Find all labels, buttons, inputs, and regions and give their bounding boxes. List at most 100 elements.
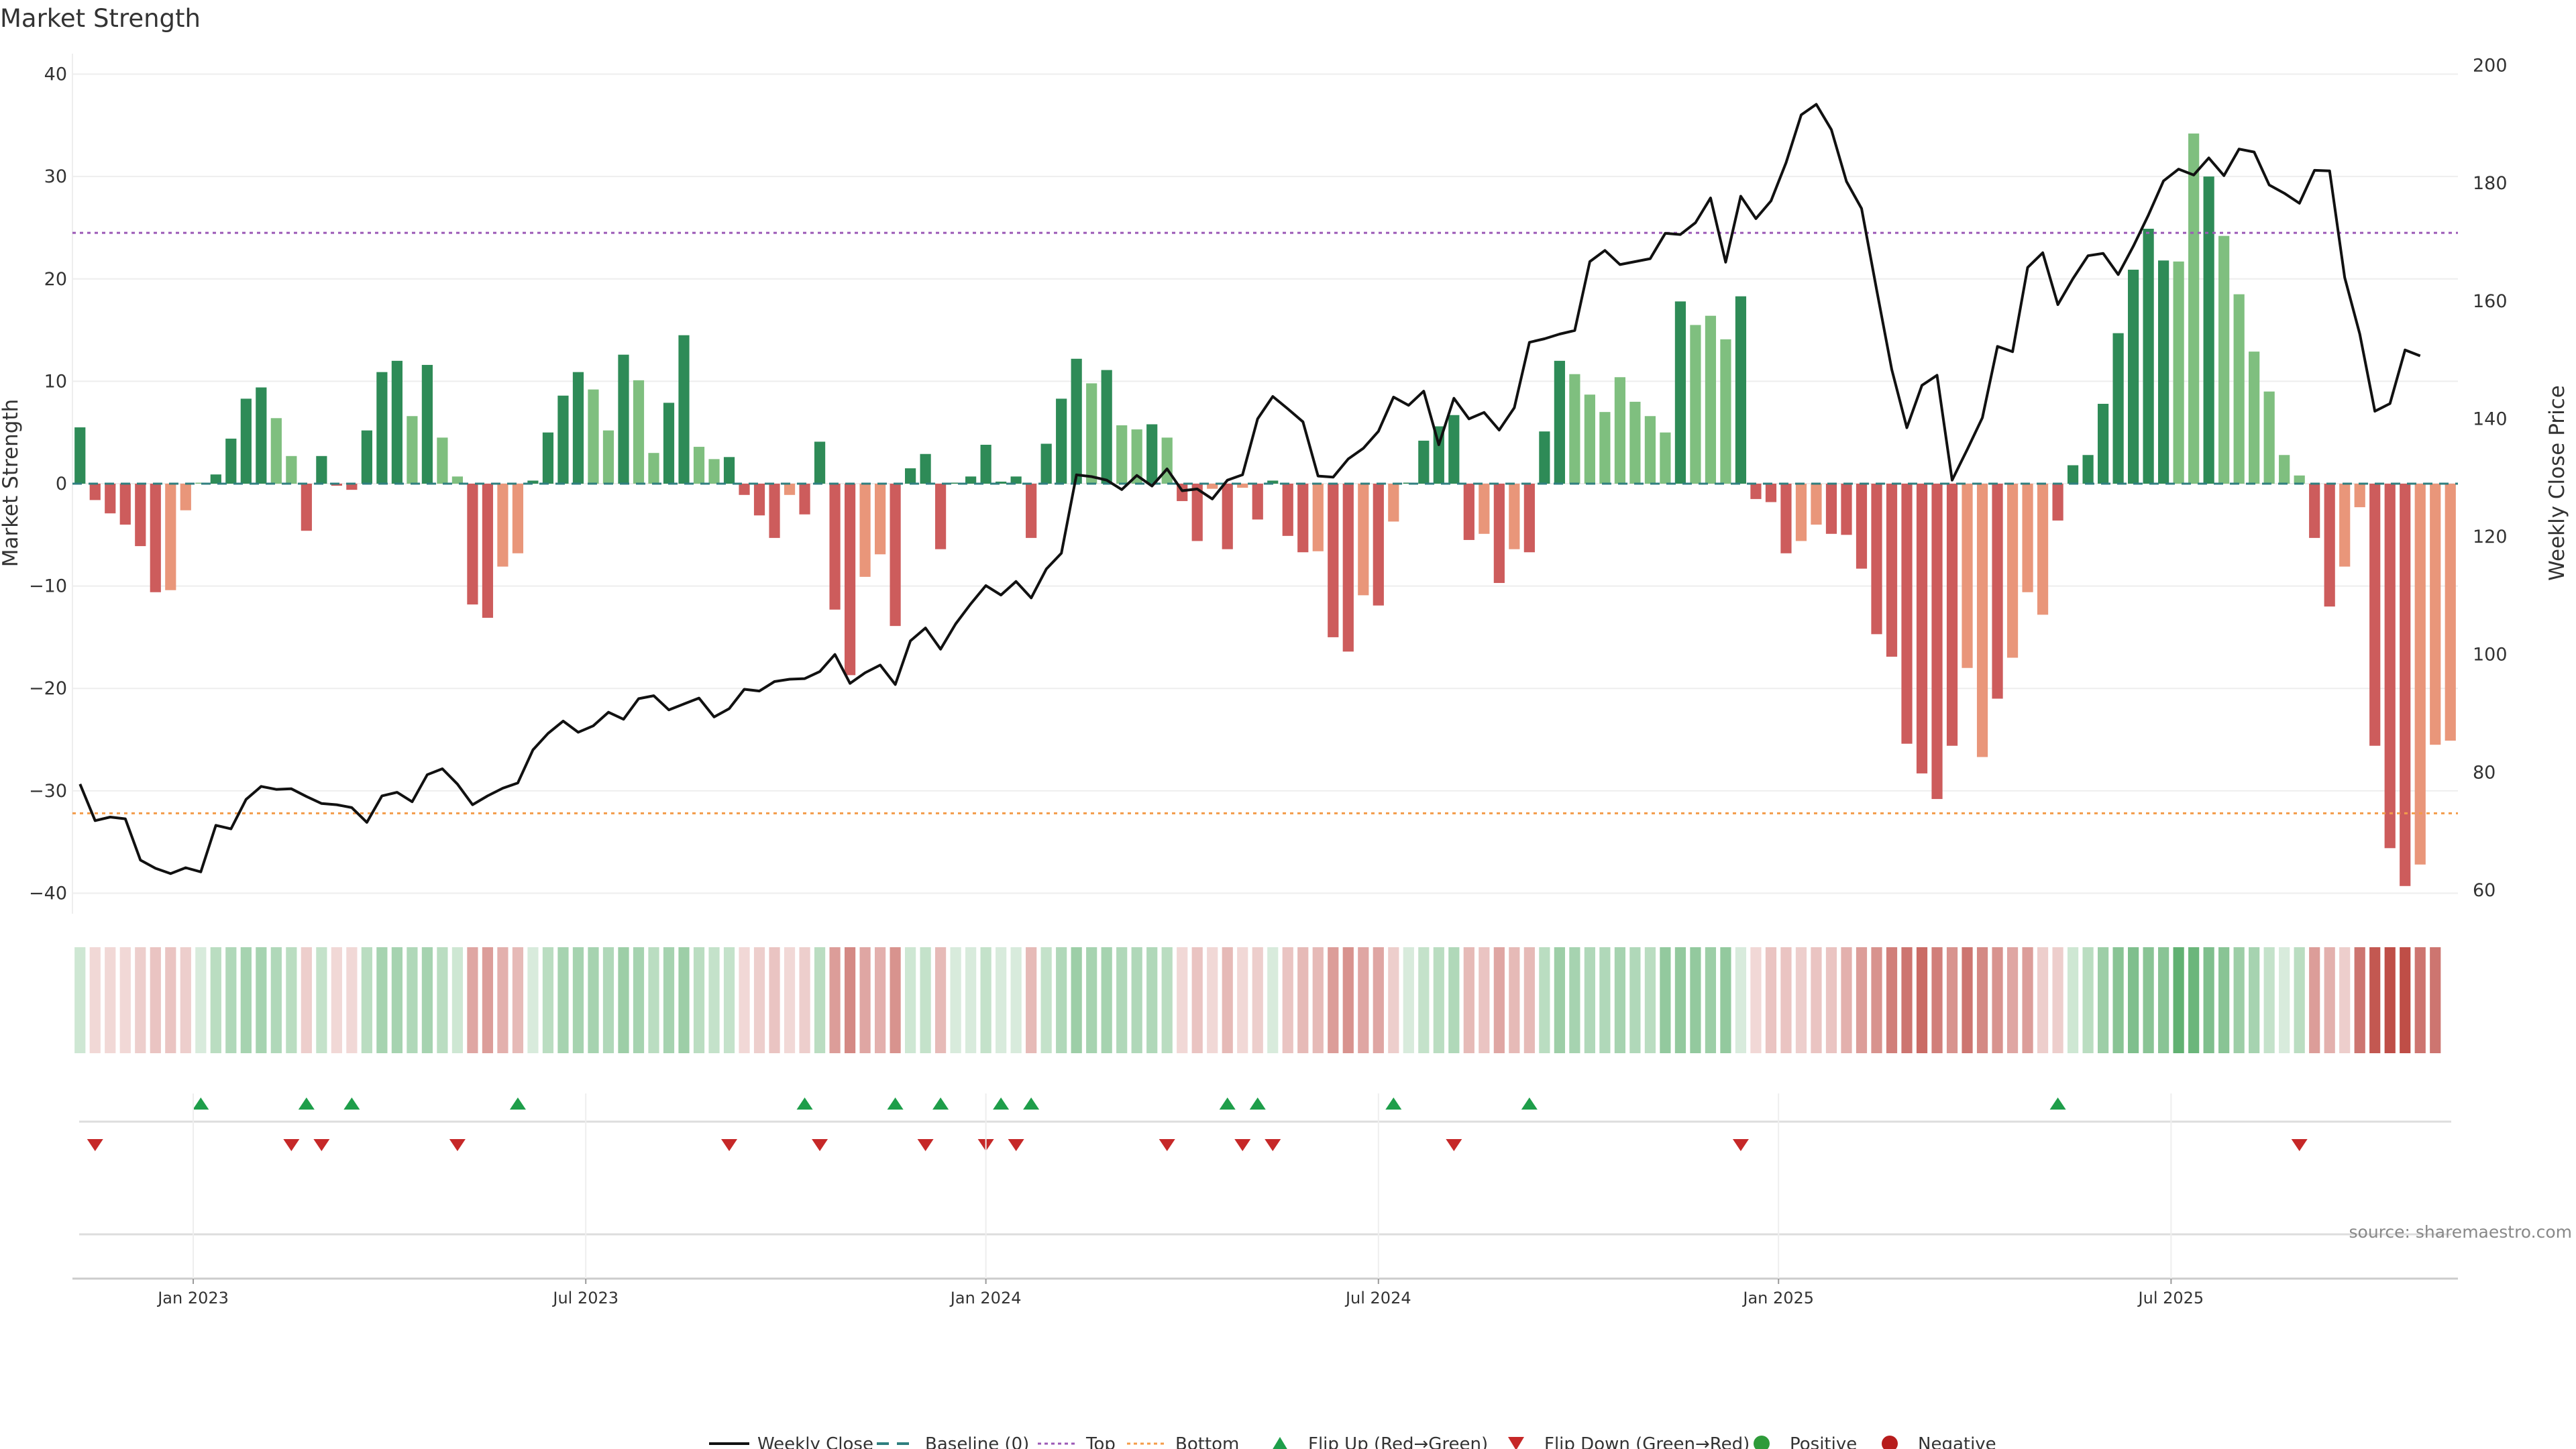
strength-bar <box>195 482 207 484</box>
strength-bar <box>904 468 916 484</box>
strength-bar <box>2052 484 2063 521</box>
strength-bar <box>1282 484 1293 536</box>
x-tick-label: Jul 2025 <box>2137 1289 2204 1307</box>
strength-bar <box>1539 431 1550 484</box>
strength-bar <box>678 335 690 484</box>
strength-bar <box>1946 484 1958 746</box>
y2-tick-label: 200 <box>2473 56 2508 76</box>
heat-cell <box>135 947 146 1053</box>
heat-cell <box>1811 947 1822 1053</box>
flip-up-marker <box>1219 1097 1236 1110</box>
heat-cell <box>1493 947 1505 1053</box>
heat-cell <box>1101 947 1112 1053</box>
strength-bar <box>2173 261 2184 484</box>
heat-cell <box>346 947 358 1053</box>
y-tick-label: −10 <box>29 576 67 597</box>
strength-bar <box>1931 484 1943 800</box>
strength-bar <box>2143 228 2154 484</box>
heat-cell <box>965 947 977 1053</box>
heat-cell <box>270 947 282 1053</box>
heat-cell <box>376 947 388 1053</box>
heat-cell <box>286 947 297 1053</box>
strength-bar <box>316 455 327 484</box>
strength-bar <box>572 372 584 484</box>
heat-cell <box>301 947 312 1053</box>
heat-cell <box>497 947 508 1053</box>
heat-cell <box>723 947 735 1053</box>
y2-tick-label: 140 <box>2473 409 2508 429</box>
strength-bar <box>753 484 765 516</box>
heat-cell <box>210 947 221 1053</box>
strength-bar <box>165 484 176 590</box>
strength-bar <box>451 476 464 484</box>
strength-bar <box>1358 484 1369 596</box>
strength-bar <box>874 484 886 555</box>
heat-cell <box>618 947 629 1053</box>
page-title: Market Strength <box>0 4 201 33</box>
heat-cell <box>1539 947 1550 1053</box>
flip-down-marker <box>313 1139 330 1151</box>
legend-label: Bottom <box>1175 1434 1239 1449</box>
strength-bar <box>1614 377 1626 484</box>
heat-cell <box>542 947 554 1053</box>
strength-bar <box>2294 475 2305 484</box>
strength-bar <box>1901 484 1913 744</box>
y-axis-label: Market Strength <box>0 399 23 568</box>
strength-bar <box>1312 484 1324 551</box>
strength-bar <box>2067 465 2079 484</box>
heat-cell <box>2158 947 2169 1053</box>
strength-bar <box>1871 484 1882 635</box>
heat-cell <box>1222 947 1233 1053</box>
strength-bar <box>965 476 977 484</box>
heat-cell <box>89 947 101 1053</box>
heat-cell <box>331 947 342 1053</box>
y2-tick-label: 120 <box>2473 527 2508 547</box>
flip-down-marker <box>87 1139 103 1151</box>
heat-cell <box>935 947 947 1053</box>
strength-bar <box>2158 260 2169 484</box>
strength-bar <box>2354 484 2365 508</box>
heat-cell <box>1026 947 1037 1053</box>
heat-cell <box>1962 947 1973 1053</box>
strength-bar <box>1674 301 1686 484</box>
legend-swatch-positive <box>1754 1436 1770 1449</box>
strength-bar <box>150 484 161 592</box>
strength-bar <box>1448 415 1460 484</box>
strength-bar <box>542 432 554 484</box>
x-tick-label: Jan 2025 <box>1741 1289 1814 1307</box>
heat-cell <box>1584 947 1595 1053</box>
heat-cell <box>165 947 176 1053</box>
strength-bar <box>1916 484 1928 773</box>
strength-bar <box>1131 429 1142 484</box>
heat-cell <box>437 947 448 1053</box>
flip-down-marker <box>812 1139 828 1151</box>
legend-label: Top <box>1085 1434 1116 1449</box>
strength-bar <box>421 364 433 484</box>
heat-cell <box>1569 947 1580 1053</box>
heat-cell <box>1161 947 1173 1053</box>
strength-bar <box>1523 484 1535 553</box>
heat-cell <box>2400 947 2411 1053</box>
strength-bar <box>1962 484 1973 668</box>
heat-cell <box>1825 947 1837 1053</box>
strength-bar <box>467 484 478 605</box>
x-tick-label: Jul 2023 <box>551 1289 619 1307</box>
heat-cell <box>1418 947 1430 1053</box>
heat-cell <box>1282 947 1293 1053</box>
strength-bar <box>1403 482 1414 484</box>
heat-cell <box>421 947 433 1053</box>
strength-bar <box>1765 484 1777 502</box>
heat-cell <box>2249 947 2260 1053</box>
heat-cell <box>1992 947 2003 1053</box>
flip-up-marker <box>1249 1097 1266 1110</box>
strength-bar <box>1237 484 1248 488</box>
strength-bar <box>376 372 388 484</box>
strength-bar <box>2279 455 2290 484</box>
strength-bar <box>980 445 991 484</box>
strength-bar <box>2309 484 2320 538</box>
heat-cell <box>572 947 584 1053</box>
strength-bar <box>1328 484 1339 637</box>
strength-bar <box>1841 484 1852 535</box>
flip-up-marker <box>298 1097 315 1110</box>
heat-cell <box>1010 947 1022 1053</box>
